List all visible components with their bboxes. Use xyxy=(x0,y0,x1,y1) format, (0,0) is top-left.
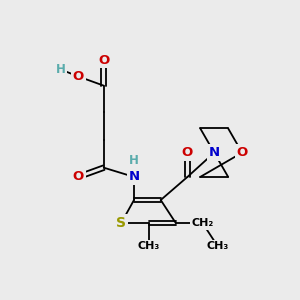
Text: CH₃: CH₃ xyxy=(207,241,229,251)
Text: N: N xyxy=(128,170,140,183)
Text: O: O xyxy=(98,54,110,67)
Text: H: H xyxy=(129,154,139,167)
Text: CH₂: CH₂ xyxy=(191,218,214,228)
Text: H: H xyxy=(56,63,66,76)
Text: O: O xyxy=(73,170,84,183)
Text: S: S xyxy=(116,216,126,230)
Text: O: O xyxy=(236,146,248,159)
Text: CH₃: CH₃ xyxy=(138,241,160,251)
Text: O: O xyxy=(182,146,193,159)
Text: N: N xyxy=(208,146,220,159)
Text: O: O xyxy=(73,70,84,83)
